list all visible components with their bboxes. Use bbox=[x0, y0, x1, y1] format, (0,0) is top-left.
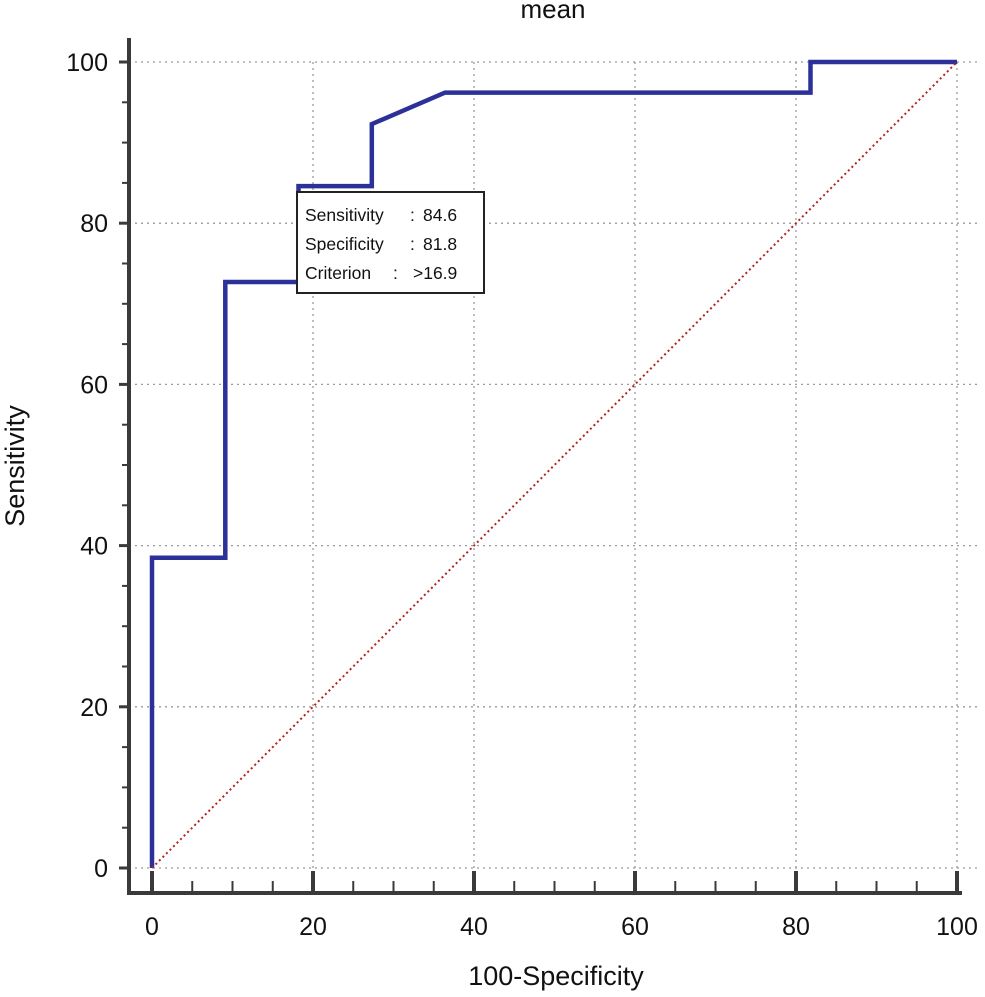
grid bbox=[129, 61, 980, 893]
x-tick-label: 40 bbox=[460, 913, 488, 941]
annotation-label: Criterion bbox=[305, 263, 371, 283]
y-tick-label: 80 bbox=[80, 210, 108, 238]
x-tick-label: 100 bbox=[936, 913, 978, 941]
annotation-value: >16.9 bbox=[413, 263, 457, 283]
annotation-label: Specificity bbox=[305, 234, 384, 254]
x-tick-label: 60 bbox=[621, 913, 649, 941]
y-tick-label: 60 bbox=[80, 371, 108, 399]
reference-line bbox=[151, 61, 958, 869]
roc-curve bbox=[149, 59, 957, 868]
annotation-value: 81.8 bbox=[423, 234, 457, 254]
annotation-value: 84.6 bbox=[423, 205, 457, 225]
annotation-box bbox=[296, 191, 485, 294]
ticks: 0 20 40 60 80 100 0 20 40 60 80 100 bbox=[66, 49, 978, 941]
optimal-point-annotation: Sensitivity:84.6Specificity:81.8Criterio… bbox=[296, 191, 485, 294]
series bbox=[149, 59, 958, 869]
chart-title: mean bbox=[520, 0, 585, 24]
x-tick-label: 80 bbox=[782, 913, 810, 941]
y-tick-label: 0 bbox=[94, 855, 108, 883]
y-tick-label: 20 bbox=[80, 694, 108, 722]
annotation-label: Sensitivity bbox=[305, 205, 384, 225]
annotation-separator: : bbox=[410, 234, 415, 254]
x-tick-label: 20 bbox=[299, 913, 327, 941]
y-axis-title: Sensitivity bbox=[0, 405, 30, 527]
y-tick-label: 100 bbox=[66, 49, 108, 77]
annotation-separator: : bbox=[393, 263, 398, 283]
x-axis-title: 100-Specificity bbox=[468, 961, 644, 991]
axes bbox=[127, 38, 962, 895]
x-tick-label: 0 bbox=[145, 913, 159, 941]
annotation-separator: : bbox=[410, 205, 415, 225]
y-tick-label: 40 bbox=[80, 533, 108, 561]
